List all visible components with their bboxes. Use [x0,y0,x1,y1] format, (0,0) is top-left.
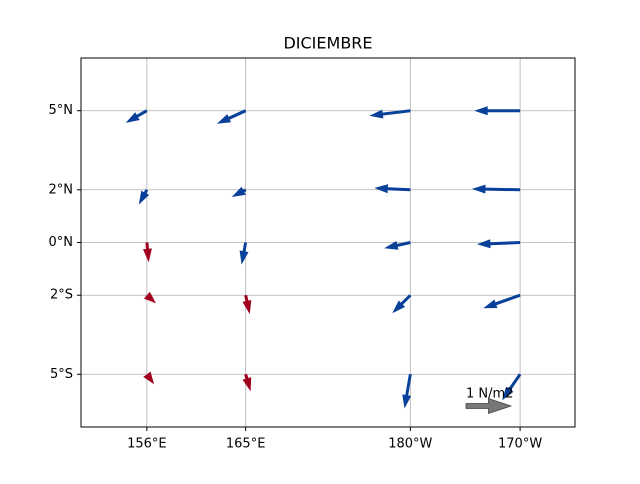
wind-arrow [143,371,155,385]
wind-arrow [242,294,252,315]
wind-arrow [143,242,152,263]
y-tick-label: 0°N [49,235,74,250]
x-tick-label: 170°W [498,437,542,452]
wind-arrow [384,241,411,250]
wind-arrow [138,189,150,205]
y-tick-label: 5°N [49,103,74,118]
chart-title: DICIEMBRE [283,34,372,53]
wind-arrow [502,373,522,401]
quiver-key-arrow [465,397,513,415]
y-tick-label: 5°S [50,367,73,382]
wind-arrow [374,184,411,194]
x-tick-label: 180°W [388,437,432,452]
wind-arrow [483,293,521,309]
wind-arrow [231,186,247,197]
wind-arrow [125,109,148,123]
wind-arrow [392,294,412,314]
wind-arrow [369,109,411,119]
x-tick-label: 156°E [127,437,167,452]
wind-arrow [216,109,247,124]
quiver-key-label: 1 N/m2 [466,387,513,402]
wind-arrow [472,184,521,194]
wind-arrow [476,239,521,249]
wind-arrow [242,373,252,392]
wind-arrow [239,242,249,265]
plot-frame [80,57,576,428]
y-tick-label: 2°S [50,288,73,303]
y-tick-label: 2°N [49,182,74,197]
wind-arrow [402,374,412,409]
wind-arrow [143,291,156,304]
x-tick-label: 165°E [226,437,266,452]
wind-arrow [474,106,521,116]
